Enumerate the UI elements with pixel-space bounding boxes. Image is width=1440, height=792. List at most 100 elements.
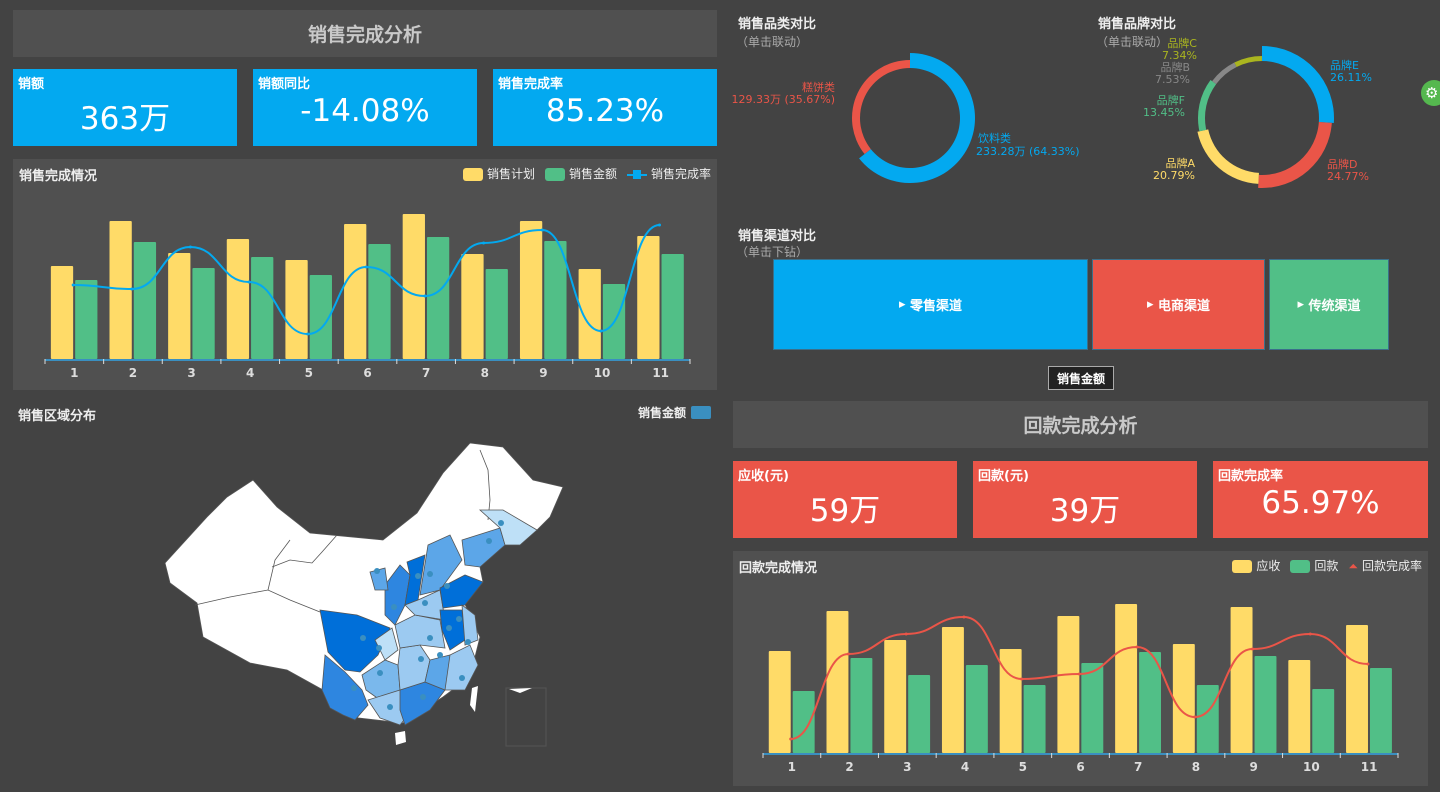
legend-item[interactable]: 回款 xyxy=(1290,557,1338,574)
map-region[interactable] xyxy=(461,527,506,568)
channel-traditional[interactable]: ▸ 传统渠道 xyxy=(1269,259,1389,350)
bar-plan xyxy=(1115,604,1138,753)
map-region[interactable] xyxy=(374,627,399,661)
map-legend-label: 销售金额 xyxy=(637,406,686,420)
brand-slice xyxy=(1198,79,1217,132)
bar-plan xyxy=(999,649,1022,753)
map-region[interactable] xyxy=(399,681,446,726)
x-tick-label: 6 xyxy=(1076,760,1084,774)
bar-plan xyxy=(109,221,132,359)
channel-title: 销售渠道对比 xyxy=(738,229,817,244)
map-region[interactable] xyxy=(321,654,369,721)
kpi-label: 回款(元) xyxy=(978,469,1029,484)
chart-legend[interactable]: 应收 回款 ⏶ 回款完成率 xyxy=(1232,557,1422,574)
bar-actual xyxy=(544,241,567,359)
x-tick-label: 2 xyxy=(129,366,137,380)
map-region[interactable] xyxy=(419,534,463,596)
south-sea-inset xyxy=(505,687,547,747)
bar-plan xyxy=(1230,607,1253,753)
kpi-sales-yoy: 销额同比 -14.08% xyxy=(253,69,477,146)
bar-plan xyxy=(1057,616,1080,753)
x-tick-label: 5 xyxy=(1019,760,1027,774)
bar-plan xyxy=(168,253,191,359)
bar-actual xyxy=(426,237,450,359)
legend-label: 应收 xyxy=(1256,559,1281,573)
rate-point xyxy=(188,245,192,249)
kpi-value: 363万 xyxy=(79,101,171,137)
x-tick-label: 8 xyxy=(1192,760,1200,774)
brand-label: 品牌F xyxy=(1157,93,1185,107)
map-region[interactable] xyxy=(461,604,479,646)
brand-slice xyxy=(1197,129,1259,184)
payback-chart-panel: 回款完成情况 应收 回款 ⏶ 回款完成率 1 2 3 4 5 6 7 8 9 10 11 xyxy=(733,551,1428,786)
chart-title: 回款完成情况 xyxy=(739,561,818,576)
x-tick-label: 5 xyxy=(305,366,313,380)
x-tick-label: 7 xyxy=(1134,760,1142,774)
rate-point xyxy=(423,294,427,298)
bar-actual xyxy=(75,280,98,359)
brand-slice xyxy=(1212,62,1237,85)
category-hint: （单击联动） xyxy=(736,35,809,49)
bar-plan xyxy=(519,221,543,359)
bar-actual xyxy=(792,691,815,753)
brand-percent: 20.79% xyxy=(1153,169,1195,182)
kpi-sales-rate: 销售完成率 85.23% xyxy=(493,69,717,146)
bar-actual xyxy=(133,242,157,359)
channel-retail[interactable]: ▸ 零售渠道 xyxy=(773,259,1088,350)
category-label: 饮料类 xyxy=(978,131,1011,145)
kpi-receivable: 应收(元) 59万 xyxy=(733,461,957,538)
bar-plan xyxy=(226,239,250,359)
brand-title: 销售品牌对比 xyxy=(1098,17,1177,32)
brand-hint: （单击联动） xyxy=(1096,35,1169,49)
x-tick-label: 6 xyxy=(363,366,371,380)
brand-label: 品牌E xyxy=(1330,58,1359,72)
legend-item[interactable]: 销售完成率 xyxy=(626,165,711,182)
legend-item[interactable]: ⏶ 回款完成率 xyxy=(1348,559,1422,573)
brand-label: 品牌C xyxy=(1167,36,1197,50)
kpi-label: 销额同比 xyxy=(258,77,311,92)
bar-plan xyxy=(768,651,791,753)
legend-item[interactable]: 销售计划 xyxy=(462,165,535,182)
rate-point xyxy=(540,228,544,232)
payback-title: 回款完成分析 xyxy=(733,401,1428,448)
map-region[interactable] xyxy=(439,574,484,609)
bar-plan xyxy=(1172,644,1195,753)
x-tick-label: 9 xyxy=(1250,760,1258,774)
x-tick-label: 1 xyxy=(70,366,78,380)
rate-point xyxy=(1020,677,1024,681)
bar-actual xyxy=(192,268,215,359)
china-map[interactable] xyxy=(0,0,720,792)
bar-actual xyxy=(908,675,931,753)
kpi-label: 回款完成率 xyxy=(1218,469,1284,484)
bar-plan xyxy=(941,627,964,753)
map-title: 销售区域分布 xyxy=(18,409,97,424)
rate-point xyxy=(904,632,908,636)
brand-slice xyxy=(1234,56,1262,67)
kpi-label: 应收(元) xyxy=(738,469,789,484)
channel-ecommerce[interactable]: ▸ 电商渠道 xyxy=(1092,259,1265,350)
map-region[interactable] xyxy=(478,509,538,546)
bar-actual xyxy=(1023,685,1046,753)
settings-gear-icon[interactable]: ⚙ xyxy=(1421,80,1440,106)
map-region[interactable] xyxy=(319,609,391,673)
bar-plan xyxy=(826,611,849,753)
x-tick-label: 10 xyxy=(1303,760,1320,774)
legend-item[interactable]: 应收 xyxy=(1232,557,1280,574)
sales-completion-chart: 1 2 3 4 5 6 7 8 9 10 11 xyxy=(44,214,691,380)
x-tick-label: 10 xyxy=(594,366,611,380)
bar-actual xyxy=(1196,685,1219,753)
map-region[interactable] xyxy=(369,567,389,591)
legend-label: 销售计划 xyxy=(486,167,535,181)
map-legend[interactable]: 销售金额 xyxy=(638,404,711,421)
rate-point xyxy=(1193,715,1197,719)
map-region[interactable] xyxy=(444,644,479,691)
brand-label: 品牌D xyxy=(1327,157,1357,171)
x-tick-label: 3 xyxy=(903,760,911,774)
kpi-label: 销额 xyxy=(18,77,45,92)
legend-item[interactable]: 销售金额 xyxy=(544,165,617,182)
measure-button[interactable]: 销售金额 xyxy=(1048,366,1114,390)
chart-legend[interactable]: 销售计划 销售金额 销售完成率 xyxy=(462,165,711,182)
brand-percent: 24.77% xyxy=(1327,170,1369,183)
bar-plan xyxy=(637,236,660,359)
